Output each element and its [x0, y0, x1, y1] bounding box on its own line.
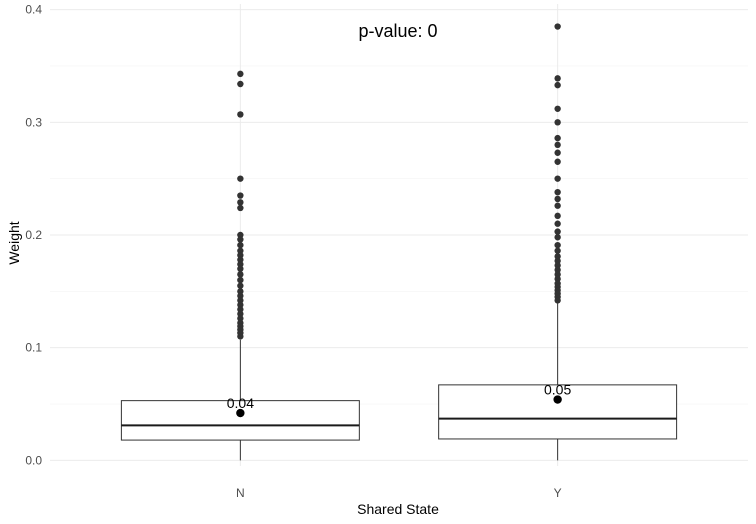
- outlier-point: [554, 253, 561, 260]
- outlier-point: [237, 256, 244, 263]
- boxes-layer: 0.04 0.05: [120, 23, 678, 461]
- outlier-point: [554, 141, 561, 149]
- outlier-point: [554, 195, 561, 203]
- outlier-point: [554, 297, 561, 304]
- outlier-point: [554, 247, 561, 254]
- outlier-point: [237, 306, 244, 313]
- outlier-point: [554, 212, 561, 220]
- outlier-point: [237, 282, 244, 289]
- outlier-point: [237, 261, 244, 268]
- outlier-point: [554, 188, 561, 196]
- outlier-point: [237, 271, 244, 278]
- outlier-point: [237, 292, 244, 300]
- outlier-point: [554, 228, 561, 235]
- mean-label: 0.05: [544, 382, 571, 398]
- y-tick-label: 0.2: [25, 228, 42, 242]
- outlier-point: [237, 252, 244, 259]
- mean-label: 0.04: [227, 395, 254, 411]
- outlier-point: [554, 134, 561, 142]
- outlier-point: [237, 192, 244, 199]
- outlier-point: [554, 266, 561, 274]
- x-tick-label: N: [236, 486, 245, 500]
- y-tick-label: 0.1: [25, 341, 42, 355]
- outlier-point: [237, 247, 244, 254]
- outlier-point: [237, 288, 244, 295]
- outlier-point: [554, 105, 561, 112]
- box-iqr: [438, 384, 678, 440]
- outlier-point: [554, 175, 561, 182]
- outlier-point: [554, 257, 561, 265]
- outlier-point: [237, 297, 244, 304]
- outlier-point: [554, 75, 561, 82]
- y-tick-label: 0.3: [25, 115, 42, 129]
- outlier-point: [554, 81, 561, 89]
- outlier-point: [554, 202, 561, 209]
- outlier-point: [554, 149, 561, 156]
- outlier-point: [554, 275, 561, 283]
- outlier-point: [554, 119, 561, 126]
- y-tick-label: 0.4: [25, 3, 42, 17]
- outlier-point: [554, 271, 561, 278]
- outlier-point: [237, 310, 244, 318]
- outlier-point: [237, 111, 244, 118]
- outlier-point: [237, 315, 244, 322]
- outlier-point: [554, 241, 561, 249]
- box-group-y: 0.05: [438, 23, 678, 461]
- outlier-point: [554, 220, 561, 227]
- outlier-point: [237, 204, 244, 212]
- mean-point: [236, 408, 245, 418]
- outlier-point: [237, 236, 244, 243]
- y-tick-labels: 0.0 0.1 0.2 0.3 0.4: [25, 3, 42, 468]
- y-tick-label: 0.0: [25, 453, 42, 467]
- outlier-point: [554, 234, 561, 241]
- p-value-annotation: p-value: 0: [358, 21, 437, 41]
- y-axis-title: Weight: [6, 221, 22, 264]
- x-tick-label: Y: [554, 486, 562, 500]
- outlier-point: [237, 301, 244, 309]
- outlier-point: [237, 276, 244, 284]
- box-iqr: [120, 400, 360, 441]
- mean-point: [553, 395, 562, 404]
- box-group-n: 0.04: [120, 70, 360, 461]
- x-axis-title: Shared State: [357, 501, 439, 517]
- outlier-point: [237, 199, 244, 206]
- outlier-point: [237, 231, 244, 239]
- outlier-point: [237, 80, 244, 88]
- outlier-point: [554, 158, 561, 165]
- outlier-point: [237, 333, 244, 340]
- outlier-point: [237, 175, 244, 182]
- outlier-point: [554, 262, 561, 269]
- outlier-point: [554, 23, 561, 30]
- outlier-point: [237, 265, 244, 273]
- outlier-point: [237, 241, 244, 249]
- outlier-point: [237, 70, 244, 78]
